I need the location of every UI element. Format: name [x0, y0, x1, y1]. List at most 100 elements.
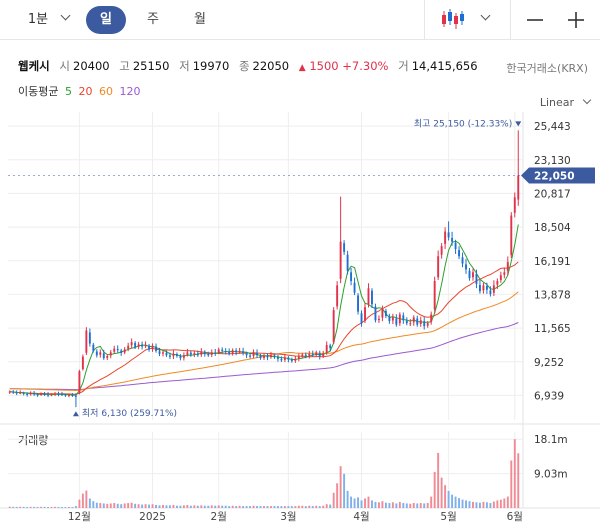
volume-bar [151, 504, 154, 508]
candle-body [224, 350, 227, 352]
candle-body [405, 320, 408, 324]
candlestick-icon[interactable] [440, 8, 466, 30]
candle-body [468, 270, 471, 279]
candle-body [346, 254, 349, 271]
volume-bar [8, 506, 11, 508]
candle-body [343, 243, 346, 252]
volume-bar [472, 501, 474, 508]
volume-bar [346, 490, 349, 508]
candle-body [451, 238, 454, 242]
high-value: 25150 [132, 59, 170, 73]
volume-bar [283, 506, 286, 508]
volume-bar [182, 505, 185, 508]
chevron-down-icon[interactable] [60, 10, 71, 21]
candle-body [123, 349, 126, 353]
candle-body [266, 356, 269, 358]
candle-body [384, 310, 387, 316]
volume-bar [85, 490, 88, 508]
x-axis-labels: 12월 2025 2월 3월 4월 5월 6월 [68, 511, 523, 523]
volume-bar [503, 498, 506, 508]
volume-bar [50, 506, 53, 508]
volume-bar [242, 506, 245, 508]
volume-bar [175, 505, 178, 508]
volume-bar [26, 507, 29, 509]
volume-bar [19, 506, 22, 508]
candle-body [263, 355, 265, 358]
current-price-label: 22,050 [534, 170, 575, 182]
candle-body [15, 392, 18, 394]
candle-body [116, 348, 119, 351]
volume-bar [210, 505, 213, 508]
period-month-button[interactable]: 월 [180, 6, 220, 34]
volume-bar [235, 506, 238, 508]
candle-body [88, 332, 91, 344]
volume-bar [454, 496, 457, 508]
candle-body [106, 355, 109, 358]
volume-bar [357, 497, 359, 508]
candle-body [217, 349, 220, 353]
volume-bar [203, 505, 206, 508]
scale-mode-select[interactable]: Linear [539, 96, 574, 109]
candle-body [318, 352, 321, 357]
volume-bar [510, 460, 513, 508]
candle-body [489, 290, 492, 295]
scale-chevron-icon[interactable] [582, 95, 592, 105]
ma-line-60 [9, 291, 519, 392]
chart-type-chevron-icon[interactable] [480, 10, 491, 21]
volume-bar [221, 505, 224, 508]
open-label: 시 [59, 59, 70, 73]
volume-bar [33, 506, 36, 508]
candle-body [280, 359, 283, 361]
plus-icon[interactable] [566, 10, 586, 30]
x-tick-label: 3월 [280, 511, 296, 523]
low-marker-icon [72, 411, 79, 417]
volume-bar [57, 506, 60, 508]
candle-body [485, 286, 488, 290]
candle-body [29, 393, 32, 395]
interval-label: 1분 [27, 12, 49, 27]
volume-bar [169, 505, 171, 508]
volume-bar [200, 505, 203, 508]
volume-bar [207, 505, 210, 508]
volume-bar [336, 483, 339, 508]
y-tick-label: 13,878 [534, 289, 571, 301]
volume-bar [489, 503, 492, 508]
minus-icon[interactable] [525, 10, 545, 30]
candles [8, 130, 520, 408]
period-month-label: 월 [194, 12, 206, 27]
interval-select[interactable]: 1분 [18, 6, 58, 34]
period-week-button[interactable]: 주 [133, 6, 173, 34]
volume-bar [332, 492, 335, 508]
candle-body [137, 344, 140, 347]
volume-bar [36, 506, 39, 508]
toolbar-divider [424, 0, 425, 40]
candle-body [207, 354, 210, 356]
candle-body [458, 250, 461, 257]
volume-bar [444, 485, 447, 508]
volume-bar [367, 496, 370, 508]
volume-bar [162, 504, 164, 508]
candle-body [499, 275, 502, 281]
toolbar-divider [510, 0, 511, 40]
period-day-button[interactable]: 일 [86, 6, 126, 34]
volume-bar [245, 506, 248, 508]
volume-bar [113, 503, 116, 508]
volume-bar [95, 502, 98, 508]
candle-body [33, 393, 36, 395]
candle-body [179, 356, 182, 359]
x-tick-label: 12월 [68, 511, 91, 523]
candle-body [85, 330, 88, 353]
volume-bar [374, 501, 377, 508]
volume-bar [158, 505, 161, 508]
candle-body [8, 391, 11, 393]
volume-bar [193, 505, 196, 508]
candle-body [270, 355, 272, 358]
exchange-name: 한국거래소(KRX) [506, 62, 588, 75]
candle-body [57, 393, 60, 395]
period-day-label: 일 [100, 12, 112, 27]
volume-bar [224, 505, 227, 508]
volume-bar [228, 506, 231, 508]
candle-body [242, 351, 245, 354]
volume-bar [478, 502, 481, 508]
